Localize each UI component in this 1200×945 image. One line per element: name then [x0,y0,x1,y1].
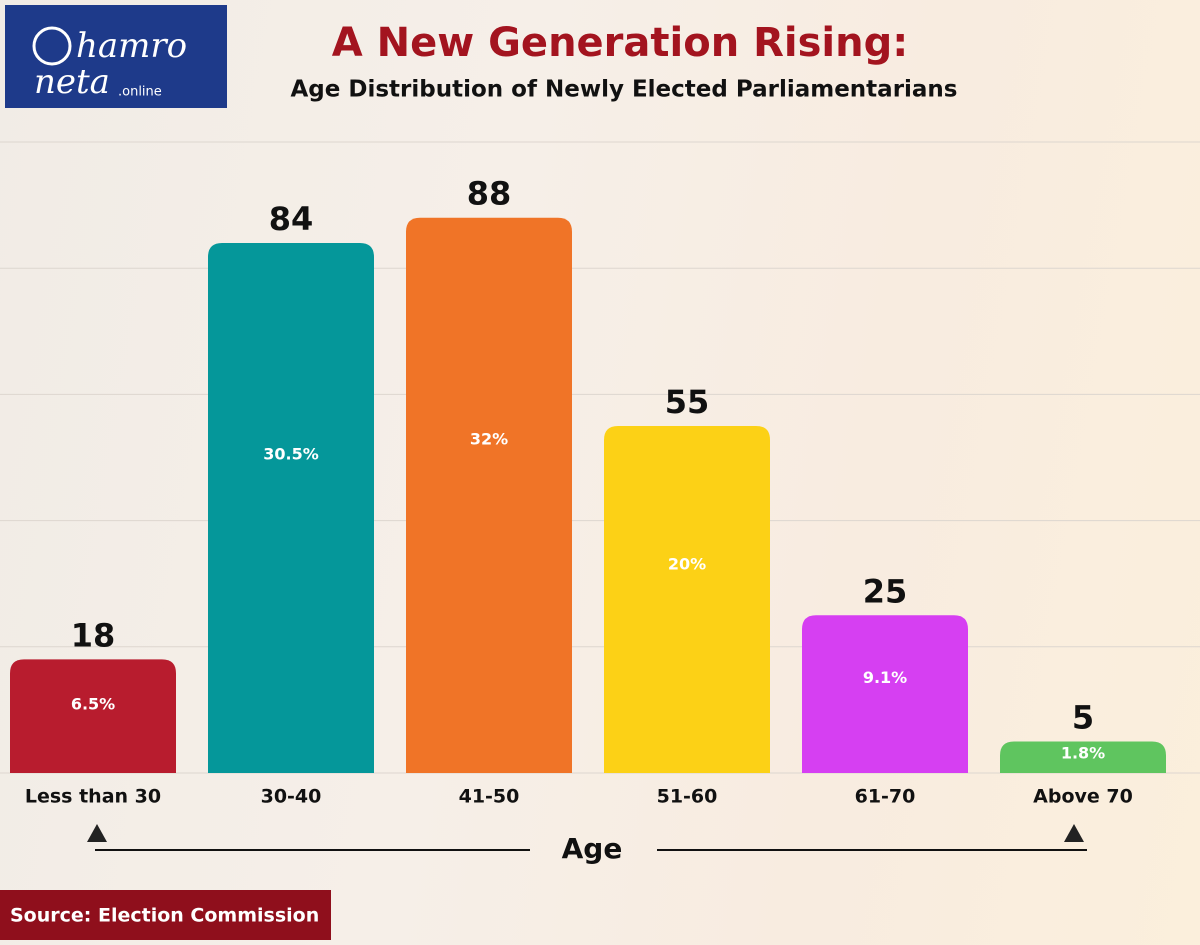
bar [10,659,176,773]
bar [406,217,572,774]
bar [208,242,374,773]
percent-label: 6.5% [71,694,115,713]
x-tick-label: 61-70 [855,786,916,808]
source-box [0,890,331,940]
value-label: 5 [1072,698,1094,736]
percent-label: 20% [668,554,706,573]
percent-label: 30.5% [263,444,319,463]
x-tick-label: 41-50 [459,786,520,808]
source: Source: Election Commission [10,905,319,927]
x-tick-label: 30-40 [261,786,322,808]
logo-text: hamro [76,26,187,66]
value-label: 84 [269,200,314,238]
bar [604,425,770,773]
logo-box [5,5,227,108]
value-label: 55 [665,383,710,421]
chart-title: A New Generation Rising: [332,20,909,66]
percent-label: 32% [470,429,508,448]
logo-text: neta [34,62,110,102]
x-tick-label: Above 70 [1033,786,1133,808]
bar [802,615,968,773]
value-label: 18 [71,616,116,654]
x-axis-label: Age [562,832,623,865]
value-label: 88 [467,175,512,213]
x-tick-label: 51-60 [657,786,718,808]
bar [1000,741,1166,773]
arrow [87,824,107,842]
arrow [1064,824,1084,842]
value-label: 25 [863,572,908,610]
x-tick-label: Less than 30 [25,786,161,808]
percent-label: 9.1% [863,668,907,687]
logo-suffix: .online [118,85,162,100]
percent-label: 1.8% [1061,744,1105,763]
logo-globe [32,26,72,66]
chart-subtitle: Age Distribution of Newly Elected Parlia… [291,77,958,103]
